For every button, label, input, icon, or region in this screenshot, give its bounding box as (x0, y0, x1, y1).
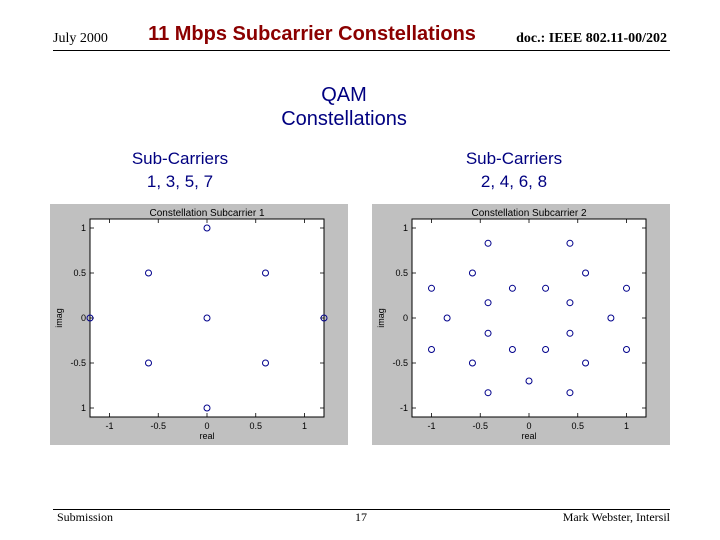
x-tick-label: -0.5 (472, 421, 488, 431)
x-axis-label: real (199, 431, 214, 441)
constellation-point (320, 314, 328, 322)
x-tick-label: -0.5 (150, 421, 166, 431)
doc-number: doc.: IEEE 802.11-00/202 (516, 31, 667, 46)
constellation-point (145, 359, 152, 367)
y-tick-label: 1 (81, 403, 86, 413)
y-tick-label: 0 (403, 313, 408, 323)
slide-title: 11 Mbps Subcarrier Constellations (0, 23, 660, 46)
y-tick-label: 1 (403, 223, 408, 233)
y-tick-label: -0.5 (392, 358, 408, 368)
section-title-line1: QAM (321, 84, 367, 106)
constellation-plot-1-svg: Constellation Subcarrier 1 -1 -0.5 0 0.5 1 1 0.… (54, 208, 328, 441)
constellation-point (262, 269, 269, 277)
plot-area (411, 218, 647, 418)
plot-area (89, 218, 325, 418)
y-axis-label: imag (376, 308, 386, 328)
x-tick-label: -1 (427, 421, 435, 431)
left-column-title-line2: 1, 3, 5, 7 (146, 172, 214, 191)
constellation-plot-1: Constellation Subcarrier 1 -1 -0.5 0 0.5 1 1 0.… (50, 204, 348, 445)
x-tick-label: 0.5 (571, 421, 584, 431)
section-title-line2: Constellations (281, 108, 407, 130)
footer-rule (53, 509, 670, 510)
constellation-point (566, 299, 574, 307)
x-tick-label: 1 (624, 421, 629, 431)
right-column-title-line1: Sub-Carriers (465, 149, 563, 168)
constellation-point (203, 404, 211, 412)
y-tick-label: 0.5 (73, 268, 86, 278)
constellation-point (508, 284, 516, 292)
y-tick-label: -0.5 (70, 358, 86, 368)
constellation-point (623, 346, 630, 353)
right-column-title: Sub-Carriers 2, 4, 6, 8 (414, 147, 614, 193)
constellation-point (428, 346, 435, 353)
page-number: 17 (355, 510, 367, 524)
x-tick-label: 0.5 (249, 421, 262, 431)
constellation-point (582, 269, 590, 277)
x-axis-label: real (521, 431, 536, 441)
constellation-plot-2: Constellation Subcarrier 2 -1 -0.5 0 0.5 1 1 0.… (372, 204, 670, 445)
section-title: QAM Constellations (0, 83, 688, 131)
constellation-point (468, 359, 476, 367)
y-tick-label: 1 (81, 223, 86, 233)
x-tick-label: -1 (105, 421, 113, 431)
constellation-point (203, 314, 211, 322)
constellation-point (484, 299, 492, 307)
constellation-point (484, 389, 492, 397)
header-date: July 2000 (53, 31, 108, 46)
constellation-point (508, 346, 516, 353)
constellation-point (542, 284, 550, 292)
constellation-point (484, 239, 492, 247)
x-tick-label: 1 (302, 421, 307, 431)
constellation-point (86, 314, 94, 322)
constellation-point (428, 284, 435, 292)
constellation-point (566, 389, 574, 397)
constellation-point (484, 329, 492, 337)
left-column-title: Sub-Carriers 1, 3, 5, 7 (80, 147, 280, 193)
x-tick-label: 0 (526, 421, 531, 431)
header-rule (53, 50, 670, 51)
constellation-point (623, 284, 630, 292)
constellation-point (607, 314, 615, 322)
right-column-title-line2: 2, 4, 6, 8 (480, 172, 548, 191)
constellation-point (582, 359, 590, 367)
constellation-point (262, 359, 269, 367)
plot-title: Constellation Subcarrier 1 (149, 208, 264, 219)
y-tick-label: -1 (400, 403, 408, 413)
constellation-point (566, 329, 574, 337)
constellation-point (203, 224, 211, 232)
constellation-point (443, 314, 451, 322)
y-tick-label: 0.5 (395, 268, 408, 278)
slide-title-text: 11 Mbps Subcarrier Constellations (148, 23, 476, 45)
constellation-point (566, 239, 574, 247)
left-column-title-line1: Sub-Carriers (131, 149, 229, 168)
y-tick-label: 0 (81, 313, 86, 323)
constellation-point (145, 269, 152, 277)
constellation-plot-2-svg: Constellation Subcarrier 2 -1 -0.5 0 0.5 1 1 0.… (376, 208, 647, 441)
footer-author: Mark Webster, Intersil (562, 510, 670, 524)
plot-title: Constellation Subcarrier 2 (471, 208, 586, 219)
y-axis-label: imag (54, 308, 64, 328)
constellation-point (525, 377, 533, 385)
x-tick-label: 0 (204, 421, 209, 431)
constellation-point (542, 346, 550, 353)
constellation-point (468, 269, 476, 277)
footer-submission: Submission (57, 510, 114, 524)
